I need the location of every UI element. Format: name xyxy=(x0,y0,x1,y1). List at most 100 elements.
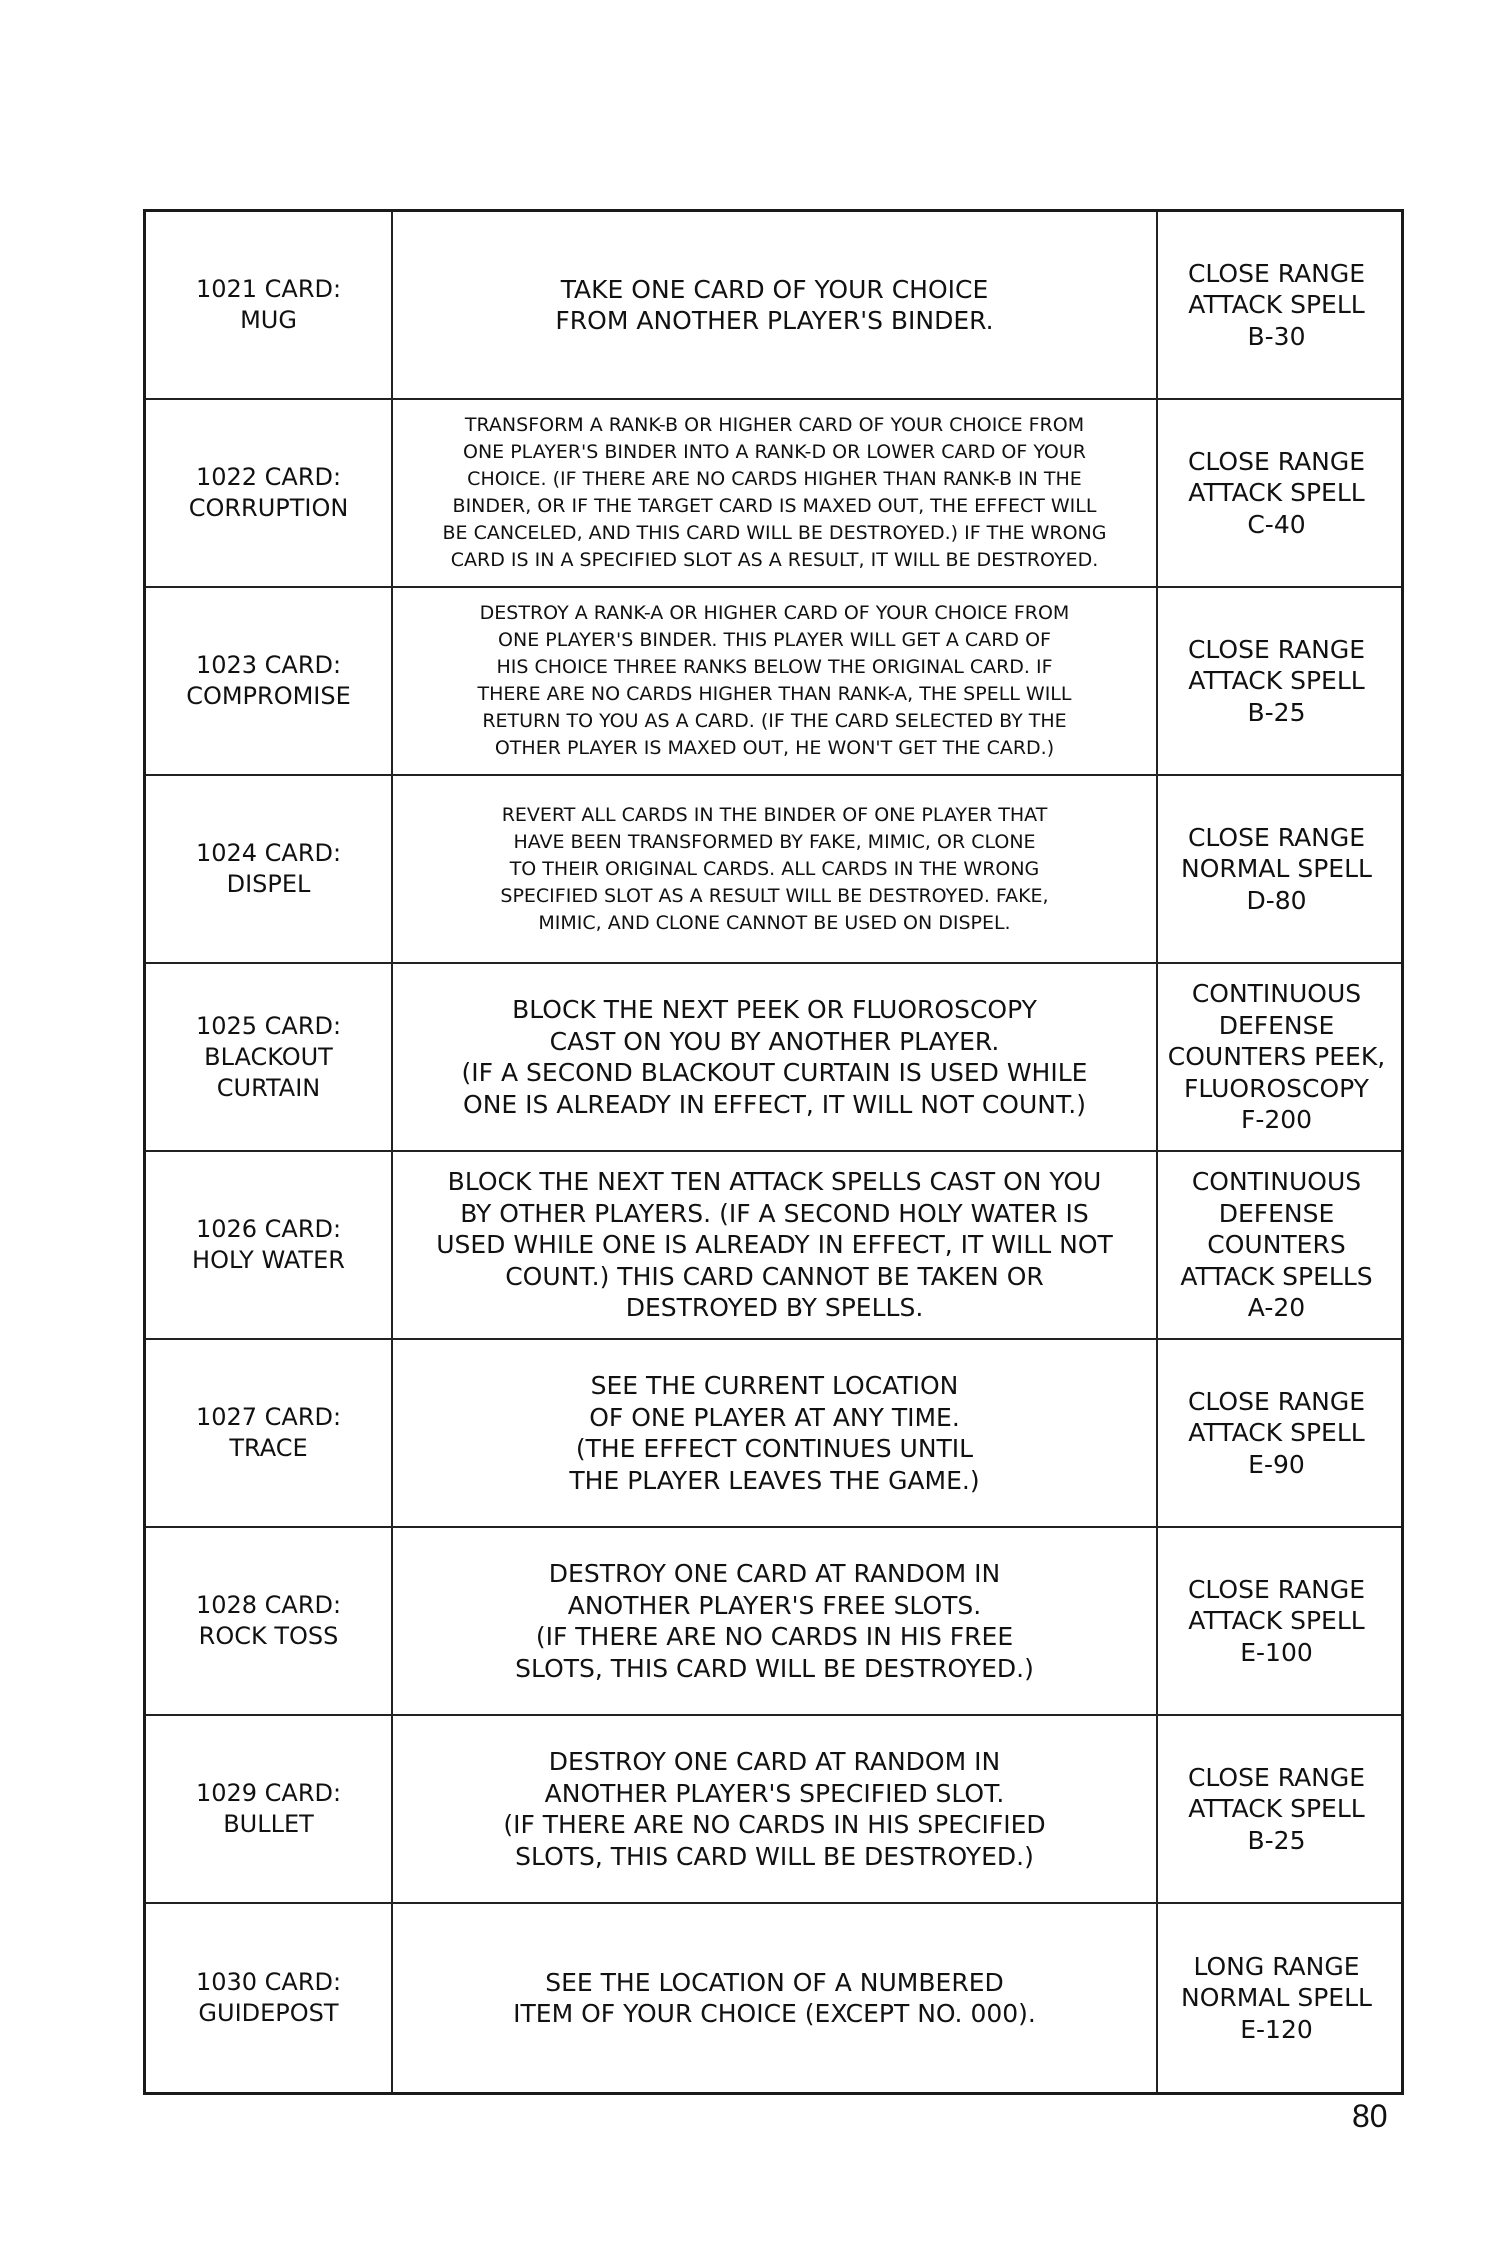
card-type-cell: CLOSE RANGE ATTACK SPELL E-100 xyxy=(1158,1528,1395,1714)
card-description-line: SEE THE LOCATION OF A NUMBERED xyxy=(545,1967,1004,1997)
card-type-line: CLOSE RANGE xyxy=(1187,822,1366,852)
card-type-cell: LONG RANGE NORMAL SPELL E-120 xyxy=(1158,1904,1395,2092)
spell-card-table: 1021 CARD: MUG TAKE ONE CARD OF YOUR CHOIC… xyxy=(143,209,1404,2095)
card-name-cell: 1021 CARD: MUG xyxy=(146,212,393,398)
card-type-line: A-20 xyxy=(1247,1293,1306,1323)
card-type-line: CONTINUOUS xyxy=(1191,1167,1362,1197)
card-description-line: SLOTS, THIS CARD WILL BE DESTROYED.) xyxy=(515,1653,1034,1683)
card-description-line: ANOTHER PLAYER'S FREE SLOTS. xyxy=(567,1590,982,1620)
card-description-cell: TAKE ONE CARD OF YOUR CHOICE FROM ANOTHER… xyxy=(393,212,1158,398)
card-description-line: BINDER, OR IF THE TARGET CARD IS MAXED O… xyxy=(452,495,1097,517)
card-type-line: CONTINUOUS xyxy=(1191,979,1362,1009)
card-name-line: COMPROMISE xyxy=(186,682,351,710)
card-type-cell: CLOSE RANGE ATTACK SPELL C-40 xyxy=(1158,400,1395,586)
card-name-line: 1022 CARD: xyxy=(195,463,342,491)
table-row: 1024 CARD: DISPEL REVERT ALL CARDS IN THE … xyxy=(146,776,1401,964)
table-row: 1023 CARD: COMPROMISE DESTROY A RANK-A OR … xyxy=(146,588,1401,776)
card-name-cell: 1028 CARD: ROCK TOSS xyxy=(146,1528,393,1714)
card-description-line: SPECIFIED SLOT AS A RESULT WILL BE DESTR… xyxy=(500,884,1049,907)
card-description-line: DESTROY ONE CARD AT RANDOM IN xyxy=(548,1747,1001,1776)
card-description-line: DESTROY A RANK-A OR HIGHER CARD OF YOUR … xyxy=(479,602,1070,624)
card-type-line: ATTACK SPELL xyxy=(1188,478,1365,508)
card-description-line: REVERT ALL CARDS IN THE BINDER OF ONE PL… xyxy=(501,803,1048,826)
table-row: 1025 CARD: BLACKOUT CURTAIN BLOCK THE NEXT … xyxy=(146,964,1401,1152)
card-description-cell: SEE THE CURRENT LOCATION OF ONE PLAYER AT… xyxy=(393,1340,1158,1526)
card-name-line: CORRUPTION xyxy=(188,494,349,522)
card-type-line: CLOSE RANGE xyxy=(1187,446,1366,476)
card-type-cell: CLOSE RANGE ATTACK SPELL E-90 xyxy=(1158,1340,1395,1526)
card-type-line: DEFENSE xyxy=(1218,1198,1335,1228)
card-type-line: ATTACK SPELL xyxy=(1188,1418,1365,1448)
table-row: 1021 CARD: MUG TAKE ONE CARD OF YOUR CHOIC… xyxy=(146,212,1401,400)
card-description-cell: DESTROY ONE CARD AT RANDOM IN ANOTHER PLA… xyxy=(393,1528,1158,1714)
card-description-line: (IF THERE ARE NO CARDS IN HIS FREE xyxy=(535,1622,1014,1651)
card-name-line: 1024 CARD: xyxy=(195,839,342,867)
card-type-line: C-40 xyxy=(1247,509,1306,539)
card-type-line: ATTACK SPELL xyxy=(1188,1606,1365,1636)
card-description-line: OTHER PLAYER IS MAXED OUT, HE WON'T GET … xyxy=(494,737,1055,759)
card-name-line: DISPEL xyxy=(226,870,311,898)
card-name-line: CURTAIN xyxy=(216,1073,321,1102)
card-name-cell: 1024 CARD: DISPEL xyxy=(146,776,393,962)
card-description-line: DESTROY ONE CARD AT RANDOM IN xyxy=(548,1559,1001,1588)
card-type-line: E-100 xyxy=(1240,1637,1313,1667)
card-description-line: CHOICE. (IF THERE ARE NO CARDS HIGHER TH… xyxy=(467,468,1082,490)
card-description-cell: SEE THE LOCATION OF A NUMBERED ITEM OF YO… xyxy=(393,1904,1158,2092)
card-description-line: TRANSFORM A RANK-B OR HIGHER CARD OF YOU… xyxy=(464,414,1085,436)
card-type-line: F-200 xyxy=(1240,1105,1313,1135)
card-name-cell: 1023 CARD: COMPROMISE xyxy=(146,588,393,774)
card-type-line: CLOSE RANGE xyxy=(1187,1574,1366,1604)
card-type-line: ATTACK SPELL xyxy=(1188,290,1365,320)
card-type-line: NORMAL SPELL xyxy=(1181,854,1372,884)
table-row: 1027 CARD: TRACE SEE THE CURRENT LOCATION O… xyxy=(146,1340,1401,1528)
card-description-line: FROM ANOTHER PLAYER'S BINDER. xyxy=(555,306,994,335)
card-description-line: SEE THE CURRENT LOCATION xyxy=(590,1371,959,1400)
card-name-line: 1023 CARD: xyxy=(195,651,342,679)
card-type-cell: CLOSE RANGE ATTACK SPELL B-25 xyxy=(1158,1716,1395,1902)
card-type-line: ATTACK SPELL xyxy=(1188,1794,1365,1824)
card-description-line: ONE PLAYER'S BINDER. THIS PLAYER WILL GE… xyxy=(498,629,1051,651)
table-row: 1028 CARD: ROCK TOSS DESTROY ONE CARD AT R… xyxy=(146,1528,1401,1716)
card-name-line: ROCK TOSS xyxy=(198,1622,339,1650)
card-description-line: HAVE BEEN TRANSFORMED BY FAKE, MIMIC, OR… xyxy=(513,830,1036,853)
card-name-line: BULLET xyxy=(223,1810,314,1838)
card-description-line: ITEM OF YOUR CHOICE (EXCEPT NO. 000). xyxy=(513,1999,1036,2028)
card-description-line: MIMIC, AND CLONE CANNOT BE USED ON DISPE… xyxy=(538,911,1011,934)
card-description-line: BE CANCELED, AND THIS CARD WILL BE DESTR… xyxy=(442,522,1107,544)
card-type-line: LONG RANGE xyxy=(1193,1951,1360,1981)
card-description-line: RETURN TO YOU AS A CARD. (IF THE CARD SE… xyxy=(482,710,1067,732)
card-type-line: ATTACK SPELLS xyxy=(1180,1261,1373,1291)
card-type-line: B-30 xyxy=(1247,321,1306,351)
card-type-cell: CLOSE RANGE NORMAL SPELL D-80 xyxy=(1158,776,1395,962)
card-type-line: CLOSE RANGE xyxy=(1187,258,1366,288)
card-description-line: THERE ARE NO CARDS HIGHER THAN RANK-A, T… xyxy=(477,683,1072,705)
card-description-line: TO THEIR ORIGINAL CARDS. ALL CARDS IN TH… xyxy=(509,857,1040,880)
card-name-line: BLACKOUT xyxy=(204,1042,333,1071)
card-type-line: COUNTERS xyxy=(1207,1230,1346,1260)
card-type-line: FLUOROSCOPY xyxy=(1184,1073,1369,1103)
card-type-cell: CLOSE RANGE ATTACK SPELL B-25 xyxy=(1158,588,1395,774)
card-type-line: B-25 xyxy=(1247,697,1306,727)
card-name-line: HOLY WATER xyxy=(192,1246,345,1274)
card-type-line: B-25 xyxy=(1247,1825,1306,1855)
table-row: 1030 CARD: GUIDEPOST SEE THE LOCATION OF A… xyxy=(146,1904,1401,2092)
card-name-line: 1026 CARD: xyxy=(195,1215,342,1243)
card-description-line: BLOCK THE NEXT PEEK OR FLUOROSCOPY xyxy=(512,995,1037,1024)
card-name-line: MUG xyxy=(240,306,297,334)
card-name-cell: 1022 CARD: CORRUPTION xyxy=(146,400,393,586)
table-row: 1029 CARD: BULLET DESTROY ONE CARD AT RAND… xyxy=(146,1716,1401,1904)
card-type-line: COUNTERS PEEK, xyxy=(1167,1042,1386,1072)
card-type-line: NORMAL SPELL xyxy=(1181,1983,1372,2013)
card-description-cell: BLOCK THE NEXT PEEK OR FLUOROSCOPY CAST O… xyxy=(393,964,1158,1150)
card-description-line: COUNT.) THIS CARD CANNOT BE TAKEN OR xyxy=(505,1261,1044,1291)
card-description-line: DESTROYED BY SPELLS. xyxy=(625,1293,924,1323)
card-description-cell: DESTROY ONE CARD AT RANDOM IN ANOTHER PLA… xyxy=(393,1716,1158,1902)
card-description-cell: DESTROY A RANK-A OR HIGHER CARD OF YOUR … xyxy=(393,588,1158,774)
card-description-cell: TRANSFORM A RANK-B OR HIGHER CARD OF YOU… xyxy=(393,400,1158,586)
card-type-line: CLOSE RANGE xyxy=(1187,1386,1366,1416)
page-number: 80 xyxy=(1352,2098,1388,2134)
card-name-line: TRACE xyxy=(229,1434,308,1462)
card-name-line: 1028 CARD: xyxy=(195,1591,342,1619)
card-description-line: (THE EFFECT CONTINUES UNTIL xyxy=(575,1434,974,1463)
card-type-line: ATTACK SPELL xyxy=(1188,666,1365,696)
